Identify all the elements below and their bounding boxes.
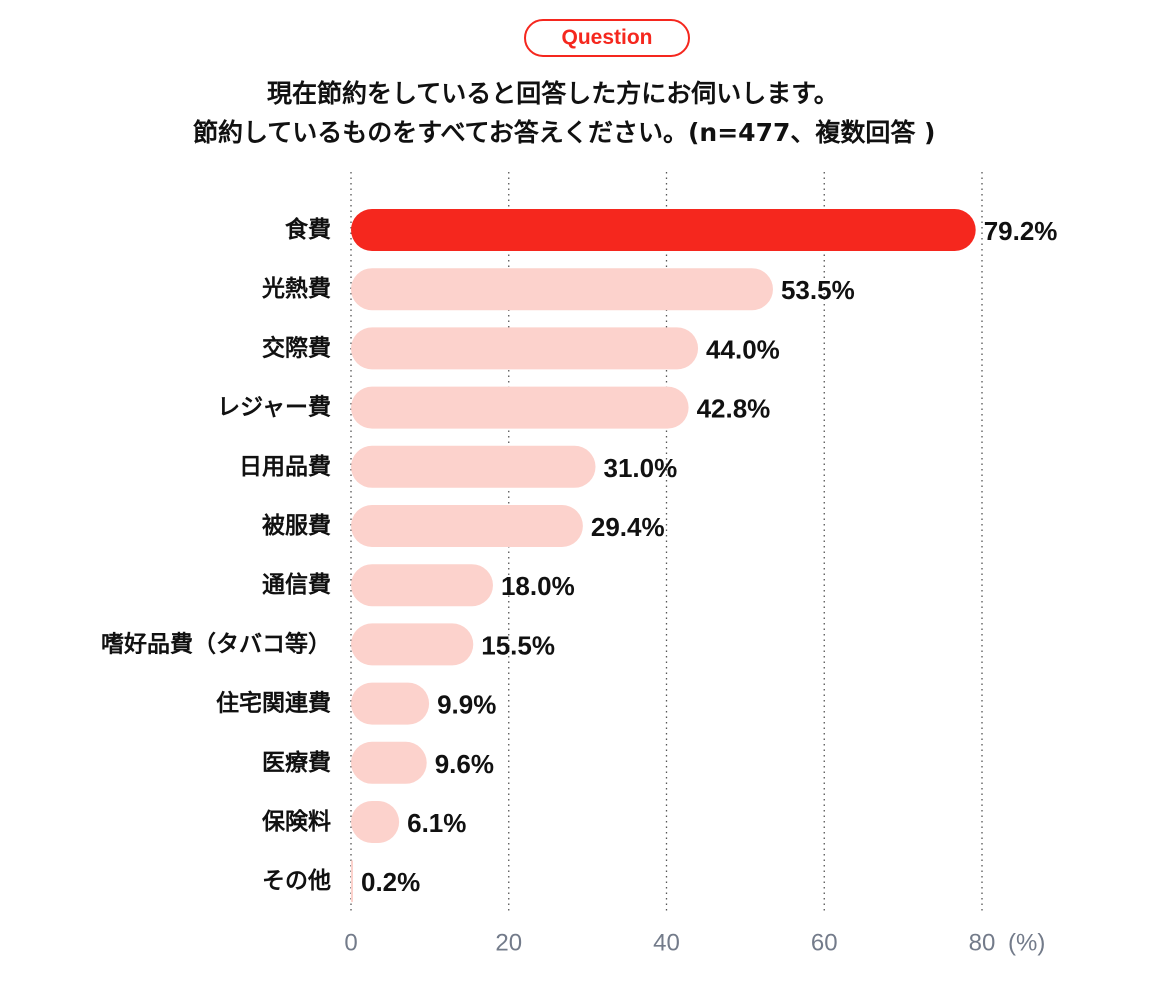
- category-label-11: 保険料: [261, 808, 331, 835]
- chart-title-line-2: 節約しているものをすべてお答えください。(n=477、複数回答 ): [193, 118, 936, 147]
- value-label-12: 0.2%: [361, 867, 420, 897]
- bar-8: [351, 623, 474, 666]
- category-label-10: 医療費: [262, 749, 331, 776]
- bar-3: [351, 327, 699, 370]
- bar-12: [351, 860, 353, 903]
- bar-10: [351, 741, 427, 784]
- category-label-3: 交際費: [262, 334, 331, 361]
- bar-5: [351, 445, 596, 488]
- x-tick-label-80: 80: [969, 930, 996, 957]
- question-badge: Question: [524, 19, 690, 57]
- value-label-4: 42.8%: [697, 394, 771, 424]
- category-label-8: 嗜好品費（タバコ等）: [101, 630, 331, 657]
- value-label-1: 79.2%: [984, 216, 1058, 246]
- category-label-5: 日用品費: [239, 454, 331, 480]
- category-label-12: その他: [262, 868, 331, 894]
- bar-7: [351, 564, 493, 607]
- value-label-6: 29.4%: [591, 512, 665, 542]
- value-label-11: 6.1%: [407, 808, 466, 838]
- category-label-9: 住宅関連費: [216, 690, 331, 717]
- value-label-7: 18.0%: [501, 571, 575, 601]
- value-label-8: 15.5%: [481, 630, 555, 660]
- value-label-9: 9.9%: [437, 690, 496, 720]
- bar-2: [351, 268, 773, 311]
- category-label-4: レジャー費: [217, 395, 331, 421]
- x-tick-label-0: 0: [344, 930, 357, 957]
- bar-6: [351, 505, 583, 547]
- category-label-1: 食費: [285, 216, 331, 243]
- value-label-3: 44.0%: [706, 334, 780, 364]
- bar-4: [351, 386, 689, 429]
- bar-1: [351, 209, 976, 251]
- x-tick-label-60: 60: [811, 930, 838, 957]
- value-label-2: 53.5%: [781, 275, 855, 305]
- value-label-5: 31.0%: [604, 453, 678, 483]
- x-tick-label-40: 40: [653, 930, 680, 957]
- bar-11: [351, 801, 400, 843]
- x-tick-label-20: 20: [495, 930, 522, 957]
- category-label-6: 被服費: [262, 513, 331, 539]
- value-label-10: 9.6%: [435, 749, 494, 779]
- category-label-7: 通信費: [262, 571, 331, 598]
- x-axis-unit: (%): [1008, 930, 1045, 957]
- chart-title-line-1: 現在節約をしていると回答した方にお伺いします。: [267, 79, 839, 108]
- bar-9: [351, 682, 430, 725]
- category-label-2: 光熱費: [261, 276, 331, 302]
